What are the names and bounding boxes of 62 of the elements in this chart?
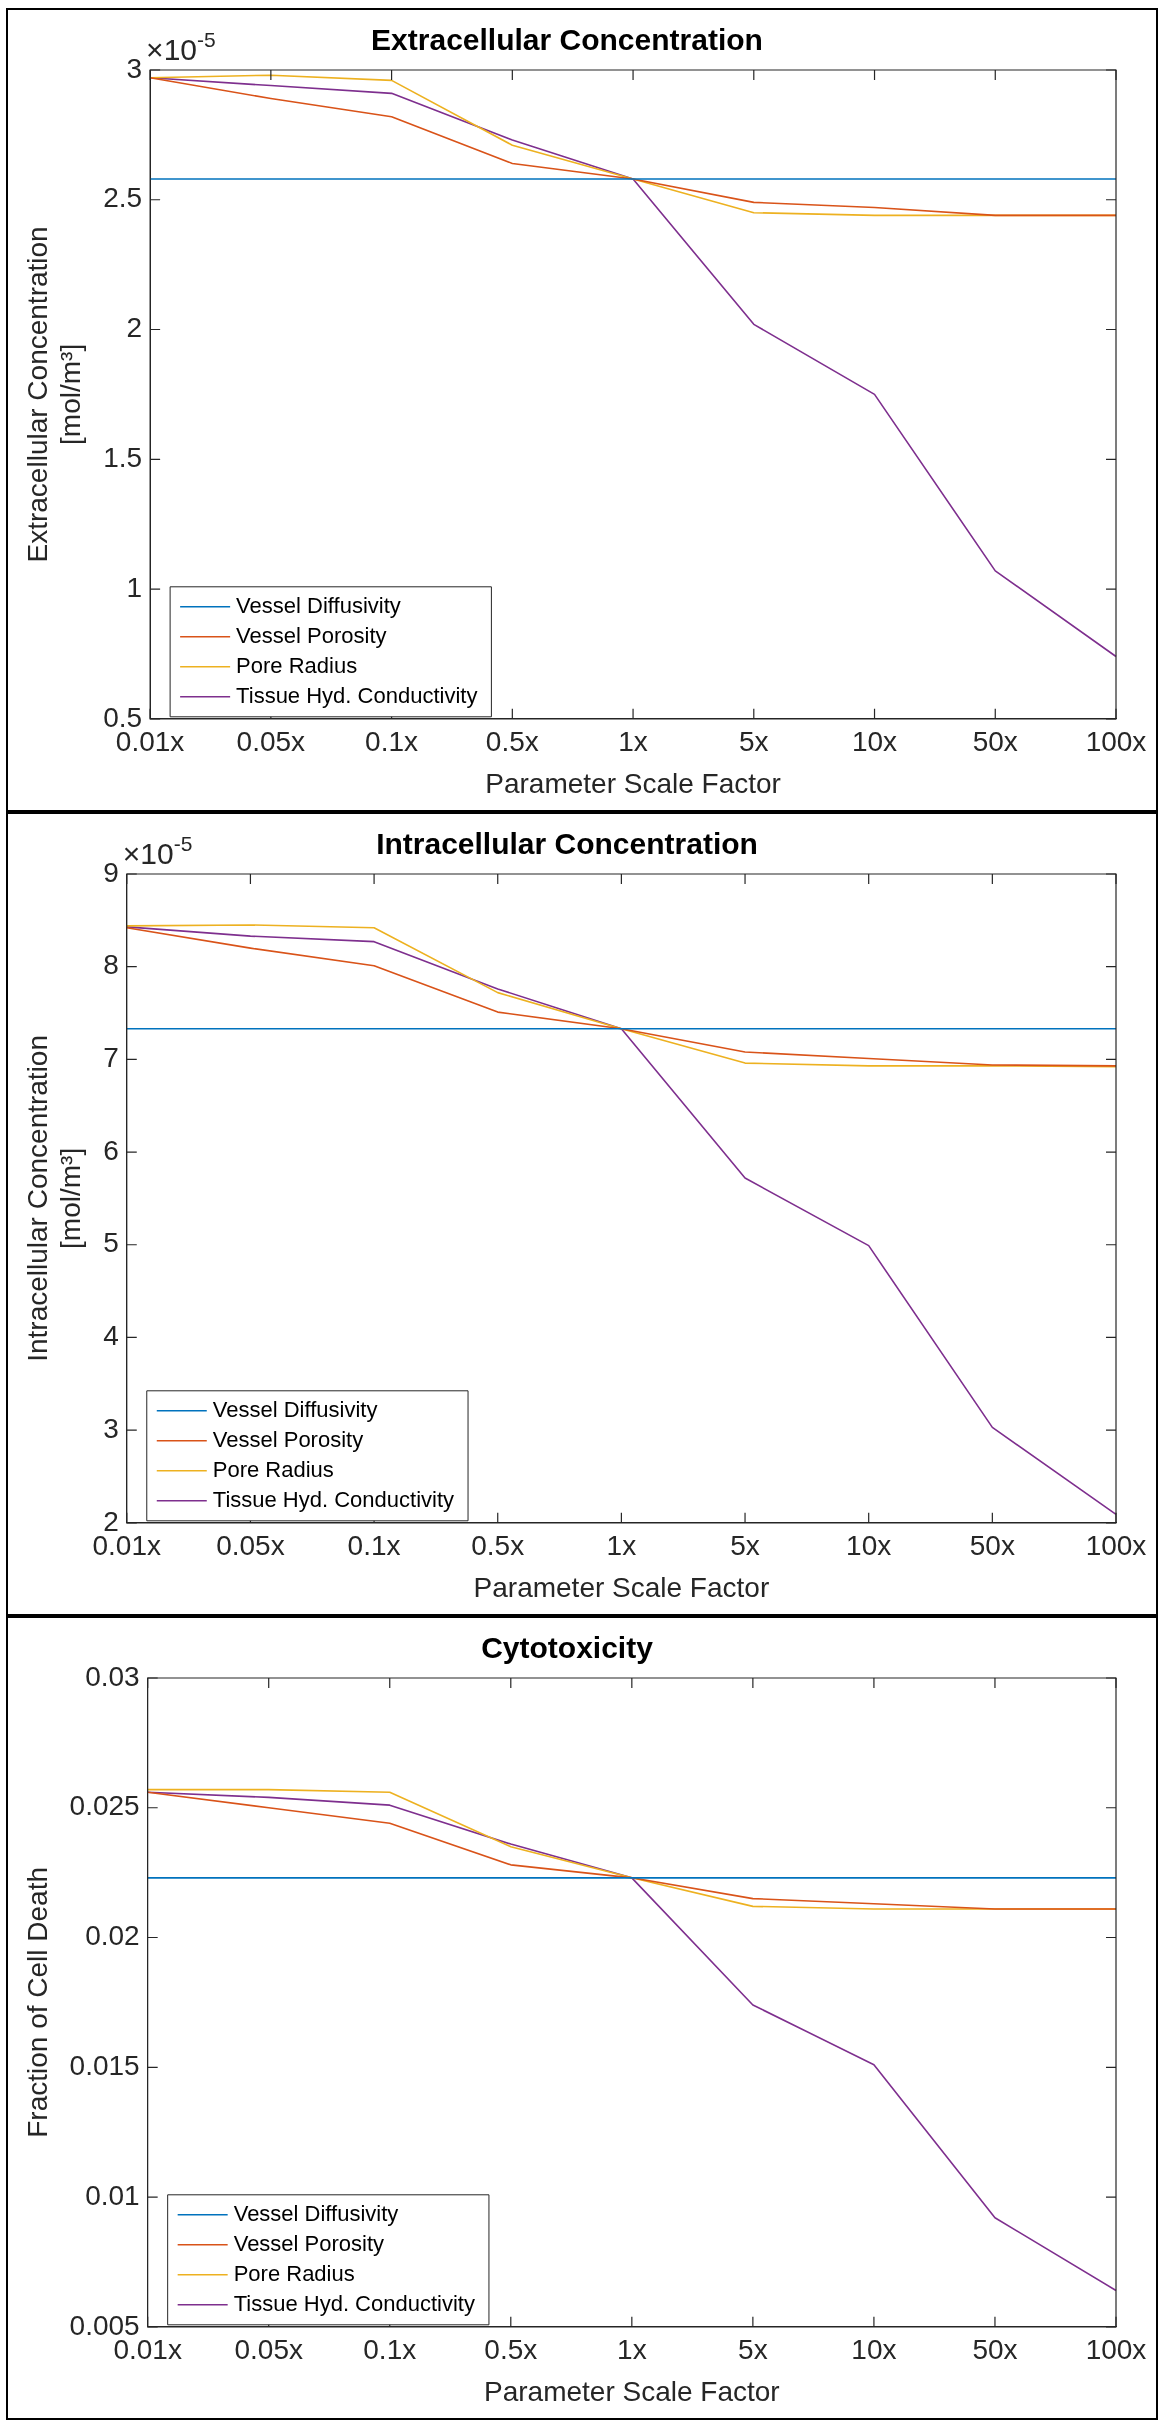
y-tick-label: 3 [126, 52, 143, 84]
y-tick-label: 1.5 [103, 442, 143, 473]
x-tick-label: 0.1x [363, 2334, 417, 2366]
x-axis-title: Parameter Scale Factor [485, 767, 781, 799]
y-tick-label: 5 [103, 1227, 119, 1259]
legend-label: Tissue Hyd. Conductivity [233, 2290, 475, 2316]
legend-label: Vessel Diffusivity [236, 592, 401, 618]
x-tick-label: 100x [1085, 726, 1147, 758]
legend-label: Vessel Porosity [233, 2230, 385, 2256]
chart-title: Cytotoxicity [481, 1631, 654, 1665]
legend-label: Pore Radius [233, 2260, 355, 2286]
y-tick-label: 4 [103, 1320, 119, 1352]
y-tick-label: 9 [103, 856, 119, 888]
y-tick-label: 7 [103, 1042, 119, 1074]
y-tick-label: 0.02 [85, 1920, 140, 1952]
x-tick-label: 5x [738, 2334, 768, 2366]
legend-label: Pore Radius [236, 652, 358, 678]
legend-label: Pore Radius [212, 1456, 334, 1482]
x-tick-label: 5x [730, 1530, 760, 1562]
legend-label: Tissue Hyd. Conductivity [236, 682, 478, 708]
x-tick-label: 0.5x [485, 726, 539, 758]
x-tick-label: 1x [606, 1530, 637, 1562]
legend-label: Vessel Porosity [212, 1426, 364, 1452]
legend-label: Vessel Porosity [236, 622, 387, 648]
x-tick-label: 5x [739, 726, 769, 758]
x-tick-label: 0.05x [216, 1530, 285, 1562]
x-tick-label: 50x [972, 726, 1018, 758]
y-axis-title: Intracellular Concentration [mol/m³] [21, 1034, 87, 1362]
x-tick-label: 50x [972, 2334, 1018, 2366]
y-tick-label: 0.01 [85, 2179, 140, 2211]
legend-label: Vessel Diffusivity [212, 1396, 378, 1422]
x-tick-label: 10x [851, 726, 898, 758]
y-tick-label: 0.015 [69, 2050, 140, 2081]
chart-title: Extracellular Concentration [371, 23, 763, 57]
y-tick-label: 8 [103, 949, 119, 981]
y-axis-title: Fraction of Cell Death [21, 1867, 53, 2138]
y-tick-label: 0.03 [85, 1660, 140, 1692]
y-tick-label: 2 [126, 312, 143, 344]
x-tick-label: 0.5x [471, 1530, 525, 1562]
x-tick-label: 10x [851, 2334, 897, 2366]
y-tick-label: 0.025 [69, 1790, 140, 1822]
x-tick-label: 1x [617, 2334, 647, 2366]
legend-label: Vessel Diffusivity [233, 2200, 399, 2226]
legend-label: Tissue Hyd. Conductivity [212, 1486, 455, 1512]
x-tick-label: 0.05x [236, 726, 306, 758]
x-axis-title: Parameter Scale Factor [484, 2375, 780, 2407]
x-tick-label: 100x [1085, 1530, 1147, 1562]
y-tick-label: 3 [103, 1412, 119, 1444]
x-tick-label: 0.1x [347, 1530, 401, 1562]
y-tick-label: 1 [126, 571, 143, 603]
y-axis-title: Extracellular Concentration [mol/m³] [21, 226, 87, 563]
y-tick-label: 6 [103, 1134, 119, 1166]
x-tick-label: 0.05x [234, 2334, 303, 2366]
x-tick-label: 0.5x [484, 2334, 538, 2366]
x-tick-label: 1x [618, 726, 648, 758]
chart-title: Intracellular Concentration [376, 827, 758, 861]
x-tick-label: 50x [969, 1530, 1015, 1562]
x-tick-label: 0.1x [365, 726, 419, 758]
x-tick-label: 100x [1085, 2334, 1147, 2366]
x-axis-title: Parameter Scale Factor [473, 1571, 770, 1603]
x-tick-label: 10x [846, 1530, 892, 1562]
y-tick-label: 2.5 [103, 182, 143, 214]
